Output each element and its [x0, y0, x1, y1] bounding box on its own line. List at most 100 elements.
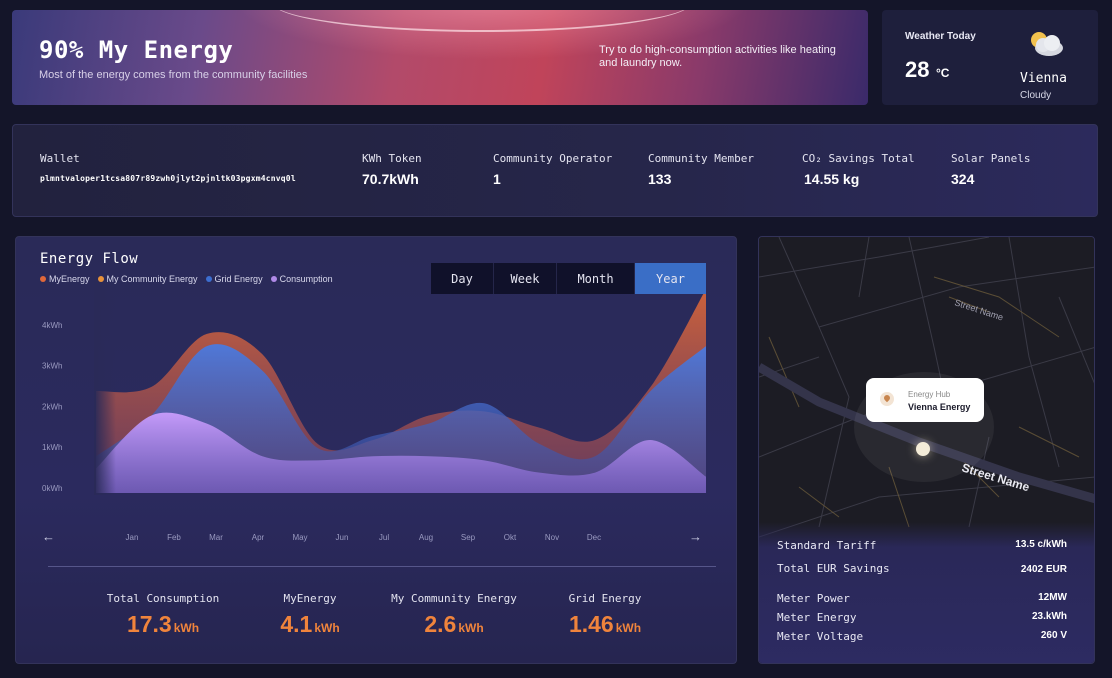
total-grid-energy: Grid Energy 1.46 kWh [546, 592, 664, 638]
total-value-group: 1.46 kWh [546, 611, 664, 638]
total-unit: kWh [615, 621, 642, 635]
info-value: 260 V [1040, 630, 1067, 641]
y-tick-label: 3kWh [42, 362, 62, 371]
stat-kwh-token: KWh Token 70.7kWh [362, 152, 422, 187]
info-value: 12MW [1038, 592, 1067, 603]
y-tick-label: 0kWh [42, 484, 62, 493]
stat-label: Solar Panels [951, 152, 1031, 165]
legend-item-community-energy: My Community Energy [97, 274, 198, 284]
info-label: Meter Voltage [777, 630, 864, 643]
stat-value: 70.7kWh [362, 171, 419, 187]
total-value: 4.1 [280, 611, 313, 637]
wallet-address[interactable]: plmntvaloper1tcsa807r89zwh0jlyt2pjnltk03… [40, 174, 296, 183]
tab-year[interactable]: Year [635, 263, 706, 294]
x-tick-label: May [292, 533, 307, 542]
weather-temperature: 28 [905, 57, 930, 82]
stats-bar: Wallet plmntvaloper1tcsa807r89zwh0jlyt2p… [12, 124, 1098, 217]
stat-wallet: Wallet plmntvaloper1tcsa807r89zwh0jlyt2p… [40, 152, 296, 183]
total-value: 1.46 [568, 611, 614, 637]
legend-dot [270, 276, 277, 282]
x-tick-label: Aug [419, 533, 433, 542]
stat-co2-savings: CO₂ Savings Total 14.55 kg [802, 152, 915, 187]
total-unit: kWh [314, 621, 340, 635]
stat-value: 324 [951, 171, 975, 187]
weather-label: Weather Today [905, 31, 976, 42]
stat-community-member: Community Member 133 [648, 152, 754, 187]
stat-value: 1 [493, 171, 501, 187]
total-label: MyEnergy [283, 592, 337, 605]
meter-info: Standard Tariff 13.5 c/kWh Total EUR Sav… [759, 522, 1094, 663]
tab-week[interactable]: Week [494, 263, 557, 294]
hero-title: 90% My Energy [39, 36, 234, 64]
total-myenergy: MyEnergy 4.1 kWh [262, 592, 358, 638]
total-unit: kWh [173, 621, 200, 635]
total-value-group: 17.3 kWh [98, 611, 228, 638]
x-tick-label: Feb [167, 533, 181, 542]
location-pin-icon [880, 392, 894, 406]
y-tick-label: 4kWh [42, 321, 62, 330]
hero-tip: Try to do high-consumption activities li… [599, 44, 836, 69]
weather-card: Weather Today 28 °C Vienna Cloudy [882, 10, 1098, 105]
info-label: Standard Tariff [777, 539, 877, 552]
energy-hub-card[interactable]: Energy Hub Vienna Energy [866, 378, 984, 422]
partly-cloudy-icon [1031, 32, 1063, 56]
legend-dot [97, 276, 104, 282]
total-value-group: 4.1 kWh [262, 611, 358, 638]
x-tick-label: Mar [209, 533, 223, 542]
time-range-tabs: Day Week Month Year [431, 263, 706, 294]
next-arrow-icon[interactable]: → [689, 529, 702, 544]
hero-banner: 90% My Energy Most of the energy comes f… [12, 10, 868, 105]
stat-solar-panels: Solar Panels 324 [951, 152, 1030, 187]
legend-dot [205, 276, 212, 282]
legend-item-consumption: Consumption [270, 274, 333, 284]
hub-location-marker[interactable] [916, 442, 930, 456]
chart-legend: MyEnergy My Community Energy Grid Energy… [40, 274, 333, 284]
energy-flow-panel: 0kWh 1kWh 2kWh 3kWh 4kWh Jan Feb Mar Apr May Jun J… [15, 236, 737, 664]
legend-item-myenergy: MyEnergy [40, 274, 90, 284]
total-value-group: 2.6 kWh [384, 611, 524, 638]
stat-label: KWh Token [362, 152, 422, 165]
x-tick-label: Okt [504, 533, 517, 542]
stat-label: CO₂ Savings Total [802, 152, 915, 165]
legend-label: MyEnergy [49, 274, 90, 284]
y-tick-label: 2kWh [42, 402, 62, 411]
stat-label: Community Operator [493, 152, 613, 165]
stat-community-operator: Community Operator 1 [493, 152, 612, 187]
map-panel[interactable]: Street Name Street Name Energy Hub Vienn… [758, 236, 1095, 664]
previous-arrow-icon[interactable]: ← [42, 529, 55, 544]
chart-edge-fade [94, 279, 116, 495]
x-tick-label: Jun [336, 533, 349, 542]
total-label: Total Consumption [106, 592, 220, 605]
x-tick-label: Dec [587, 533, 601, 542]
total-value: 2.6 [424, 611, 457, 637]
total-value: 17.3 [126, 611, 172, 637]
x-tick-label: Jul [379, 533, 389, 542]
stat-label: Community Member [648, 152, 754, 165]
info-label: Total EUR Savings [777, 562, 890, 575]
legend-label: My Community Energy [106, 274, 198, 284]
info-value: 2402 EUR [1020, 564, 1067, 575]
weather-unit: °C [936, 66, 950, 80]
x-tick-label: Apr [252, 533, 265, 542]
hub-name: Vienna Energy [908, 402, 971, 412]
legend-label: Consumption [279, 274, 333, 284]
energy-flow-title: Energy Flow [40, 251, 139, 267]
energy-flow-chart: 0kWh 1kWh 2kWh 3kWh 4kWh Jan Feb Mar Apr May Jun J… [42, 279, 706, 542]
area-series-consumption[interactable] [96, 412, 706, 493]
total-community-energy: My Community Energy 2.6 kWh [384, 592, 524, 638]
total-label: Grid Energy [568, 592, 642, 605]
x-tick-label: Sep [461, 533, 476, 542]
total-consumption: Total Consumption 17.3 kWh [98, 592, 228, 638]
hero-subtitle: Most of the energy comes from the commun… [39, 69, 308, 81]
total-label: My Community Energy [391, 592, 517, 605]
tab-month[interactable]: Month [557, 263, 635, 294]
tab-day[interactable]: Day [431, 263, 494, 294]
stat-value: 133 [648, 171, 672, 187]
divider [48, 566, 716, 567]
stat-label: Wallet [40, 152, 80, 165]
weather-condition: Cloudy [1020, 90, 1052, 101]
info-label: Meter Energy [777, 611, 857, 624]
info-value: 13.5 c/kWh [1015, 539, 1067, 550]
weather-city: Vienna [1020, 71, 1067, 86]
info-label: Meter Power [777, 592, 850, 605]
